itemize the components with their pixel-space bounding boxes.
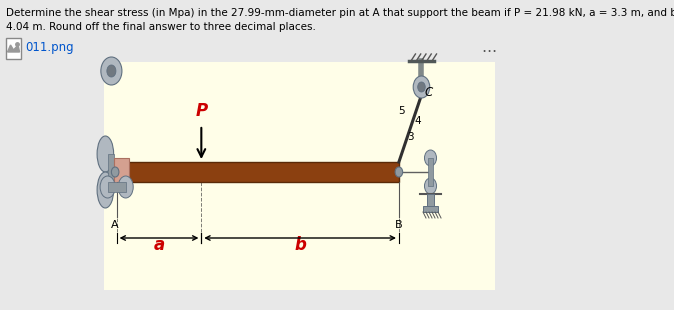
Text: P: P xyxy=(195,102,208,120)
FancyBboxPatch shape xyxy=(5,38,22,59)
Bar xyxy=(114,158,129,186)
Text: C: C xyxy=(425,86,433,100)
Text: Determine the shear stress (in Mpa) in the 27.99-mm-diameter pin at A that suppo: Determine the shear stress (in Mpa) in t… xyxy=(6,8,674,18)
Bar xyxy=(109,154,115,190)
Ellipse shape xyxy=(100,176,115,198)
Ellipse shape xyxy=(118,176,133,198)
Ellipse shape xyxy=(425,150,437,166)
Text: b: b xyxy=(294,236,306,254)
Circle shape xyxy=(413,76,430,98)
Circle shape xyxy=(107,65,116,77)
Circle shape xyxy=(418,82,425,92)
Text: 4.04 m. Round off the final answer to three decimal places.: 4.04 m. Round off the final answer to th… xyxy=(6,22,316,32)
Bar xyxy=(428,158,433,186)
Bar xyxy=(108,182,125,192)
Polygon shape xyxy=(7,45,20,52)
Bar xyxy=(117,162,399,182)
Bar xyxy=(104,62,495,290)
Text: 4: 4 xyxy=(415,117,421,126)
Text: …: … xyxy=(482,39,497,55)
Text: 011.png: 011.png xyxy=(26,41,74,54)
Ellipse shape xyxy=(97,136,114,172)
Ellipse shape xyxy=(97,172,114,208)
Bar xyxy=(427,194,433,206)
Circle shape xyxy=(111,167,119,177)
Circle shape xyxy=(395,167,402,177)
Ellipse shape xyxy=(425,178,437,194)
Text: 3: 3 xyxy=(407,132,414,143)
Text: A: A xyxy=(111,220,119,230)
Text: a: a xyxy=(154,236,164,254)
Circle shape xyxy=(101,57,122,85)
Text: B: B xyxy=(395,220,402,230)
Bar xyxy=(423,206,438,212)
Text: 5: 5 xyxy=(398,107,405,117)
